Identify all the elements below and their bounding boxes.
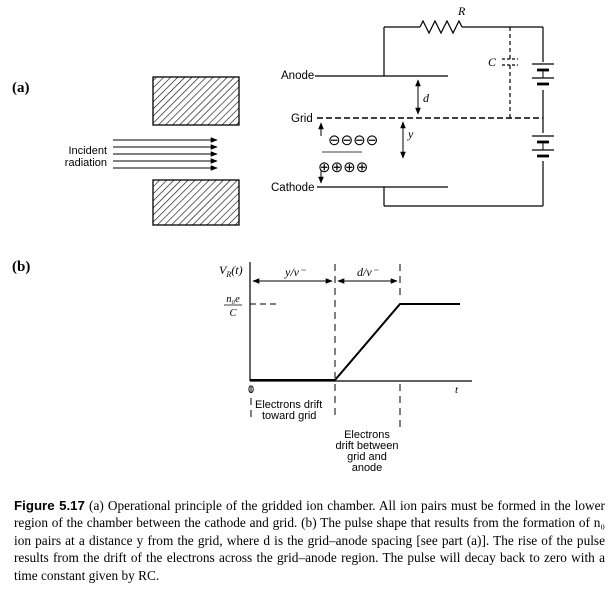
incident-label-line2: radiation (65, 157, 107, 169)
incident-radiation-arrows (113, 137, 218, 171)
positive-ions: ⊕⊕⊕⊕ (318, 160, 368, 176)
pulse-waveform (250, 303, 460, 381)
collimator-top (152, 76, 240, 126)
battery-upper (532, 63, 554, 86)
t-axis-label: t (455, 384, 459, 396)
resistor-label: R (457, 4, 466, 18)
annotation2-line1: Electrons (344, 429, 390, 441)
cathode-label: Cathode (271, 182, 314, 194)
gap-d-label: d (423, 91, 430, 105)
interval2-label: d/v⁻ (357, 265, 380, 279)
negative-ions: ⊖⊖⊖⊖ (328, 133, 378, 149)
grid-label: Grid (291, 113, 313, 125)
annotation1-line2: toward grid (262, 410, 316, 422)
panel-a-label: (a) (12, 80, 30, 96)
capacitor-label: C (488, 55, 497, 69)
caption-text: (a) Operational principle of the gridded… (14, 498, 605, 583)
collimator-bottom (152, 179, 240, 226)
capacitor-symbol (502, 27, 518, 118)
panel-b-label: (b) (12, 259, 30, 275)
figure-caption: Figure 5.17 (a) Operational principle of… (14, 497, 605, 584)
battery-lower (532, 135, 554, 158)
interval1-label: y/v⁻ (284, 265, 307, 279)
figure-label: Figure 5.17 (14, 498, 85, 513)
annotation2-line4: anode (352, 462, 383, 474)
level-numerator: n₀e (226, 294, 240, 305)
annotation2-line3: grid and (347, 451, 387, 463)
annotation1-line1: Electrons drift (255, 399, 322, 411)
gap-y-label: y (407, 127, 414, 141)
level-denominator: C (229, 308, 237, 319)
external-circuit (384, 19, 544, 207)
anode-label: Anode (281, 70, 314, 82)
annotation2-line2: drift between (336, 440, 399, 452)
origin-label: 0 (248, 384, 254, 396)
y-axis-label: VR(t) (219, 263, 243, 279)
incident-label-line1: Incident (68, 145, 107, 157)
